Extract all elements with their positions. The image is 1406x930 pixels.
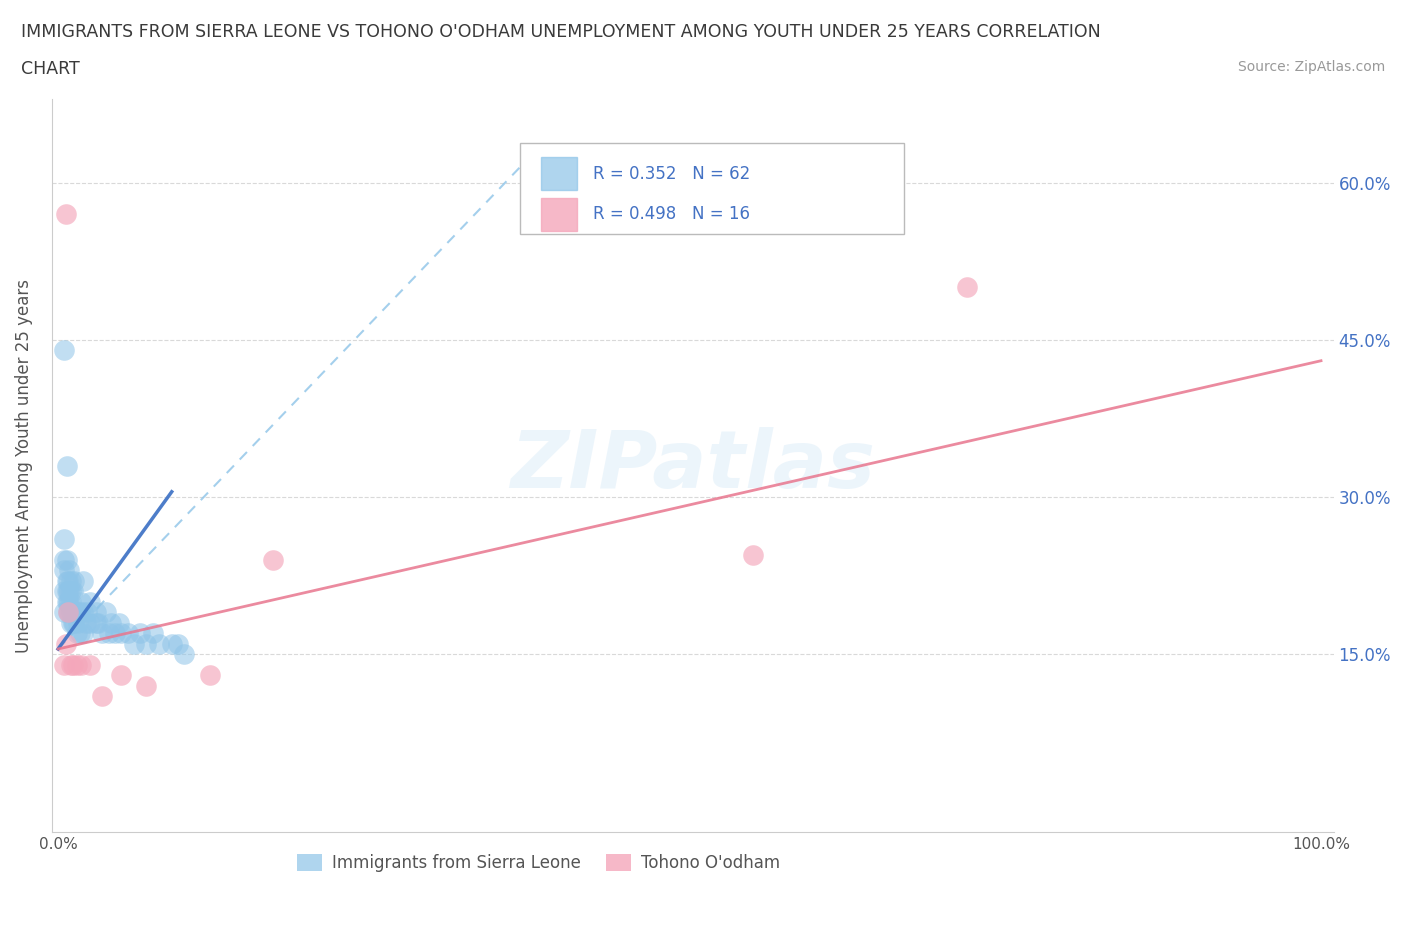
Point bbox=[59, 616, 82, 631]
Point bbox=[84, 604, 107, 619]
Point bbox=[53, 552, 76, 567]
FancyBboxPatch shape bbox=[520, 142, 904, 234]
Point bbox=[58, 563, 80, 578]
Point bbox=[62, 658, 84, 672]
Point bbox=[110, 626, 132, 641]
Point bbox=[87, 616, 110, 631]
Point bbox=[84, 616, 107, 631]
Point bbox=[110, 668, 132, 683]
Y-axis label: Unemployment Among Youth under 25 years: Unemployment Among Youth under 25 years bbox=[15, 279, 32, 653]
Point bbox=[59, 658, 82, 672]
Point bbox=[55, 206, 77, 221]
Text: CHART: CHART bbox=[21, 60, 80, 78]
Point bbox=[56, 584, 79, 599]
Point bbox=[66, 658, 89, 672]
Point bbox=[53, 343, 76, 358]
Point bbox=[66, 626, 89, 641]
Point bbox=[135, 636, 157, 651]
Point bbox=[97, 626, 120, 641]
Text: Source: ZipAtlas.com: Source: ZipAtlas.com bbox=[1237, 60, 1385, 74]
Point bbox=[91, 626, 114, 641]
Point bbox=[956, 280, 979, 295]
Point bbox=[56, 584, 79, 599]
Bar bbox=[541, 198, 578, 231]
Point bbox=[69, 658, 91, 672]
Point bbox=[72, 604, 94, 619]
Point bbox=[72, 574, 94, 589]
Point bbox=[135, 678, 157, 693]
Point bbox=[72, 626, 94, 641]
Point bbox=[79, 658, 101, 672]
Point bbox=[56, 594, 79, 609]
Point bbox=[63, 604, 86, 619]
Point bbox=[59, 594, 82, 609]
Point bbox=[198, 668, 221, 683]
Bar bbox=[541, 157, 578, 191]
Point bbox=[53, 604, 76, 619]
Point bbox=[55, 636, 77, 651]
Point bbox=[100, 616, 122, 631]
Point bbox=[104, 626, 127, 641]
Point bbox=[66, 604, 89, 619]
Point bbox=[94, 604, 117, 619]
Point bbox=[58, 584, 80, 599]
Point bbox=[63, 574, 86, 589]
Point bbox=[53, 532, 76, 547]
Point bbox=[69, 604, 91, 619]
Point bbox=[56, 552, 79, 567]
Point bbox=[56, 594, 79, 609]
Point bbox=[741, 547, 763, 562]
Point bbox=[129, 626, 152, 641]
Point bbox=[62, 616, 84, 631]
Point bbox=[148, 636, 170, 651]
Point bbox=[58, 594, 80, 609]
Text: IMMIGRANTS FROM SIERRA LEONE VS TOHONO O'ODHAM UNEMPLOYMENT AMONG YOUTH UNDER 25: IMMIGRANTS FROM SIERRA LEONE VS TOHONO O… bbox=[21, 23, 1101, 41]
Point bbox=[63, 616, 86, 631]
Point bbox=[173, 646, 195, 661]
Point bbox=[62, 604, 84, 619]
Point bbox=[117, 626, 139, 641]
Point bbox=[62, 584, 84, 599]
Text: R = 0.498   N = 16: R = 0.498 N = 16 bbox=[593, 206, 749, 223]
Text: R = 0.352   N = 62: R = 0.352 N = 62 bbox=[593, 165, 749, 183]
Point bbox=[56, 458, 79, 473]
Point bbox=[69, 594, 91, 609]
Point bbox=[56, 604, 79, 619]
Point bbox=[142, 626, 165, 641]
Point bbox=[75, 616, 97, 631]
Point bbox=[59, 574, 82, 589]
Point bbox=[167, 636, 190, 651]
Point bbox=[79, 594, 101, 609]
Point bbox=[79, 616, 101, 631]
Point bbox=[160, 636, 183, 651]
Point bbox=[262, 552, 284, 567]
Point bbox=[56, 604, 79, 619]
Point bbox=[53, 658, 76, 672]
Point bbox=[67, 616, 90, 631]
Point bbox=[59, 604, 82, 619]
Point bbox=[76, 604, 98, 619]
Point bbox=[53, 563, 76, 578]
Point bbox=[91, 689, 114, 704]
Point bbox=[58, 604, 80, 619]
Legend: Immigrants from Sierra Leone, Tohono O'odham: Immigrants from Sierra Leone, Tohono O'o… bbox=[291, 847, 787, 879]
Point bbox=[107, 616, 129, 631]
Point bbox=[53, 584, 76, 599]
Point bbox=[122, 636, 145, 651]
Point bbox=[56, 574, 79, 589]
Point bbox=[69, 626, 91, 641]
Point bbox=[59, 584, 82, 599]
Point bbox=[56, 574, 79, 589]
Text: ZIPatlas: ZIPatlas bbox=[510, 427, 875, 505]
